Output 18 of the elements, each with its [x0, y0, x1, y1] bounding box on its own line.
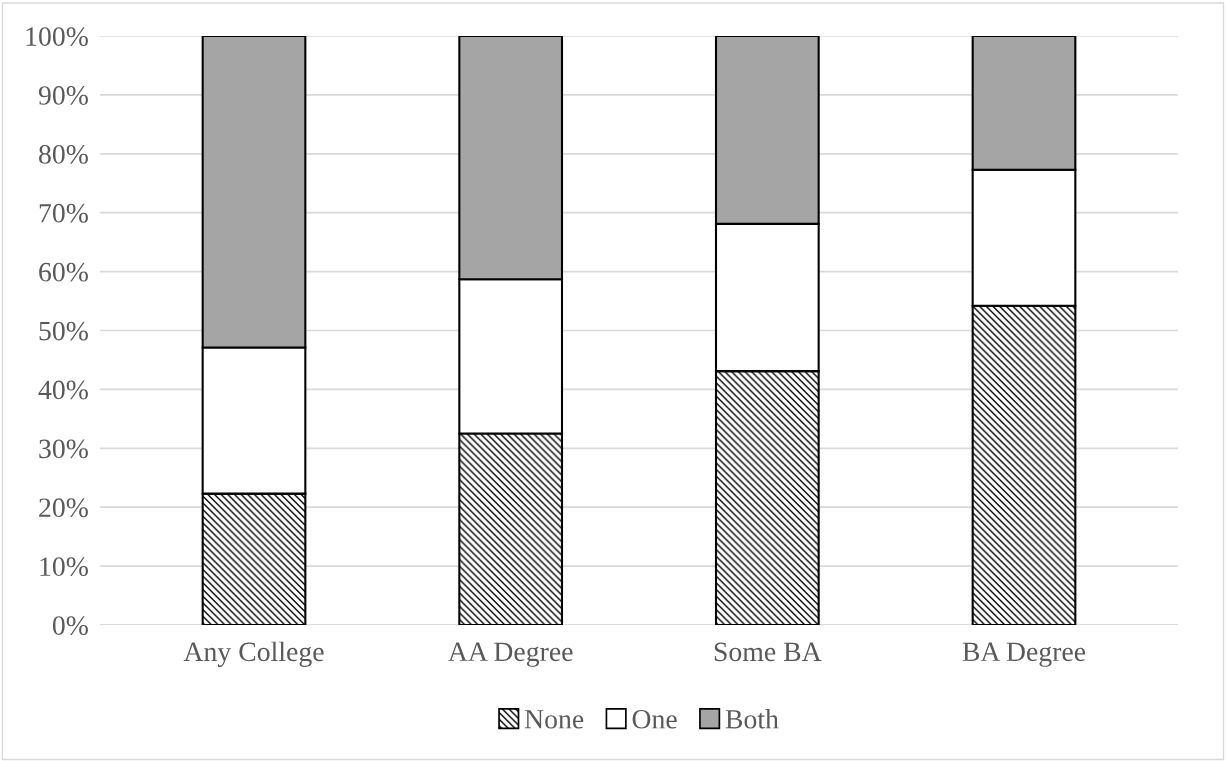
- y-tick-label: 40%: [38, 380, 88, 400]
- y-tick-label: 80%: [39, 144, 88, 164]
- y-tick-label: 70%: [39, 203, 88, 223]
- x-tick-label: BA Degree: [962, 642, 1086, 667]
- y-tick-label: 90%: [38, 86, 88, 105]
- x-tick-label: AA Degree: [448, 642, 573, 667]
- y-tick-label: 30%: [39, 439, 88, 459]
- legend-label: One: [632, 709, 677, 729]
- legend-label: Both: [725, 709, 779, 729]
- y-tick-label: 50%: [39, 321, 88, 341]
- x-tick-label: Some BA: [714, 642, 822, 662]
- legend-label: None: [524, 710, 584, 729]
- x-tick-label: Any College: [183, 641, 324, 667]
- y-tick-label: 60%: [39, 262, 88, 282]
- y-tick-label: 10%: [40, 557, 88, 577]
- y-tick-label: 0%: [52, 616, 88, 635]
- y-tick-label: 100%: [26, 27, 88, 46]
- y-tick-label: 20%: [39, 498, 88, 518]
